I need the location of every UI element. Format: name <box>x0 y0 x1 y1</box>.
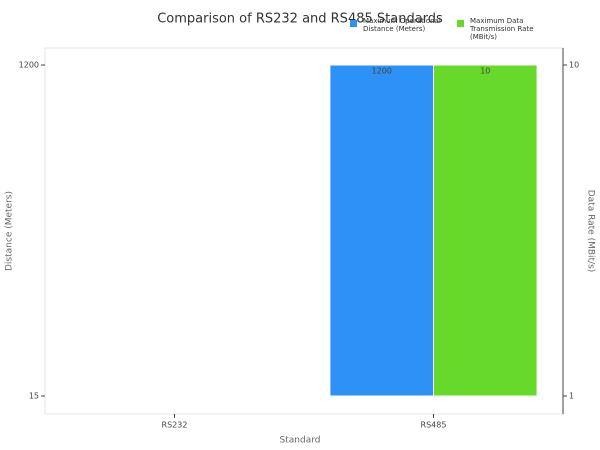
legend-swatch <box>457 20 464 27</box>
legend-label: Maximum Data Transmission Rate (MBit/s) <box>470 17 534 41</box>
y2-axis-title: Data Rate (MBit/s) <box>586 190 596 273</box>
chart-title: Comparison of RS232 and RS485 Standards <box>157 12 443 27</box>
x-tick-label: RS232 <box>162 421 188 430</box>
legend-item: Maximum Data Transmission Rate (MBit/s) <box>457 17 552 41</box>
x-tick-label: RS485 <box>421 421 447 430</box>
legend-label: Maximum Operational Distance (Meters) <box>363 17 441 33</box>
x-axis-title: Standard <box>280 436 321 446</box>
bar <box>329 64 434 397</box>
value-label: 1200 <box>372 67 392 76</box>
y-tick-label: 15 <box>29 392 39 401</box>
y2-tick-label: 10 <box>569 61 579 70</box>
legend-item: Maximum Operational Distance (Meters) <box>350 17 445 41</box>
legend: Maximum Operational Distance (Meters) Max… <box>350 17 552 41</box>
y-axis-title: Distance (Meters) <box>5 191 15 271</box>
y2-tick-label: 1 <box>569 392 574 401</box>
bar <box>433 64 538 397</box>
y-tick-label: 1200 <box>19 61 39 70</box>
value-label: 10 <box>480 67 490 76</box>
legend-swatch <box>350 20 357 27</box>
